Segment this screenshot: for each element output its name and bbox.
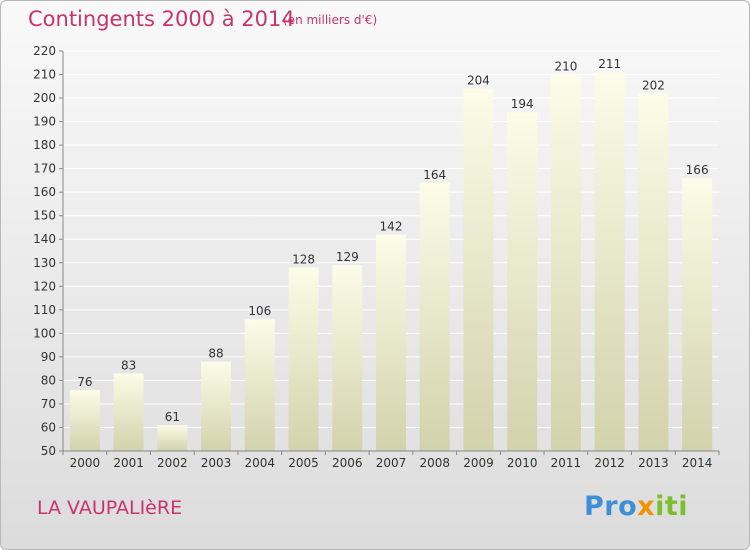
data-label: 210 [554, 60, 577, 74]
y-tick-label: 120 [33, 279, 56, 293]
y-tick-label: 80 [41, 373, 56, 387]
x-tick-label: 2009 [463, 456, 494, 470]
bar-2012 [594, 72, 625, 452]
y-tick-label: 170 [33, 162, 56, 176]
data-label: 106 [248, 304, 271, 318]
bar-2001 [113, 373, 144, 451]
bar-2013 [638, 93, 669, 452]
axes: 50 60 70 80 90 100 110 120 130 140 150 160 170 180 190… [33, 44, 720, 470]
y-tick-label: 90 [41, 350, 56, 364]
bar-2006 [332, 265, 363, 451]
y-tick-label: 180 [33, 138, 56, 152]
x-tick-label: 2000 [70, 456, 101, 470]
place-name: LA VAUPALIèRE [37, 497, 183, 519]
data-label: 128 [292, 252, 315, 266]
proxiti-logo[interactable]: Proxiti [584, 491, 688, 522]
bar-2003 [201, 361, 232, 451]
bar-2010 [507, 112, 538, 452]
data-label: 129 [336, 250, 359, 264]
data-label: 83 [121, 358, 136, 372]
y-tick-label: 100 [33, 326, 56, 340]
data-label: 164 [423, 168, 446, 182]
bar-2004 [244, 319, 275, 451]
data-label: 204 [467, 74, 490, 88]
y-tick-label: 150 [33, 209, 56, 223]
chart-subtitle: (en milliers d'€) [283, 13, 378, 27]
x-tick-label: 2008 [419, 456, 450, 470]
y-tick-label: 190 [33, 115, 56, 129]
y-tick-label: 70 [41, 397, 56, 411]
x-tick-label: 2006 [332, 456, 363, 470]
bars [69, 72, 713, 452]
data-label: 142 [380, 220, 403, 234]
data-label: 211 [598, 57, 621, 71]
data-label: 76 [77, 375, 92, 389]
bar-2008 [419, 182, 450, 451]
bar-2002 [157, 425, 188, 451]
x-tick-label: 2007 [376, 456, 407, 470]
y-tick-label: 210 [33, 68, 56, 82]
y-tick-label: 130 [33, 256, 56, 270]
x-tick-label: 2003 [201, 456, 232, 470]
x-tick-label: 2004 [245, 456, 276, 470]
data-label: 61 [165, 410, 180, 424]
x-tick-label: 2001 [113, 456, 144, 470]
bar-2011 [550, 74, 581, 451]
bar-2000 [69, 389, 100, 451]
x-tick-label: 2013 [638, 456, 669, 470]
x-tick-label: 2010 [507, 456, 538, 470]
data-label: 202 [642, 78, 665, 92]
y-tick-label: 50 [41, 444, 56, 458]
x-tick-label: 2002 [157, 456, 188, 470]
y-tick-label: 60 [41, 420, 56, 434]
bar-2014 [682, 178, 713, 451]
bar-2005 [288, 267, 319, 451]
y-tick-label: 200 [33, 91, 56, 105]
y-tick-label: 110 [33, 303, 56, 317]
chart-title: Contingents 2000 à 2014 [28, 7, 295, 31]
y-tick-label: 160 [33, 185, 56, 199]
data-label: 88 [208, 347, 223, 361]
bar-2007 [376, 234, 406, 451]
y-tick-label: 220 [33, 44, 56, 58]
data-labels: 76 83 61 88 106 128 129 142 164 204 194 210 211 202 16… [77, 57, 708, 424]
data-label: 166 [686, 163, 709, 177]
y-tick-label: 140 [33, 232, 56, 246]
bar-2009 [463, 88, 494, 451]
x-tick-label: 2012 [594, 456, 625, 470]
data-label: 194 [511, 97, 534, 111]
x-tick-label: 2014 [682, 456, 713, 470]
x-tick-label: 2011 [551, 456, 582, 470]
x-tick-label: 2005 [288, 456, 319, 470]
